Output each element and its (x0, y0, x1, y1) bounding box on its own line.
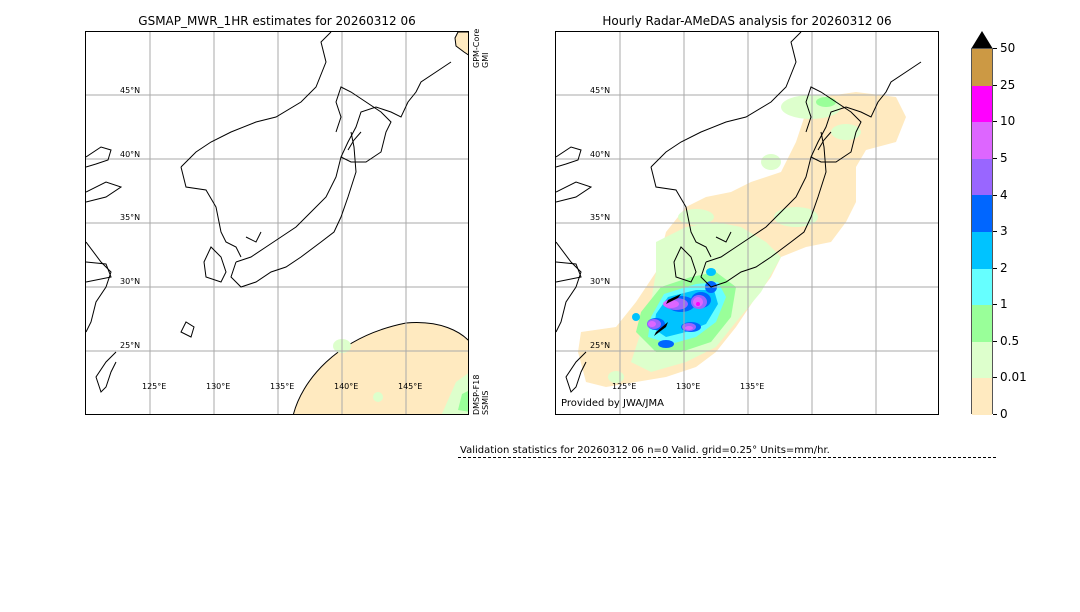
colorbar-extend-arrow (971, 31, 993, 49)
colorbar-tick-5: 5 (993, 151, 1008, 165)
right-map-title: Hourly Radar-AMeDAS analysis for 2026031… (602, 14, 892, 28)
colorbar-tick-2: 2 (993, 261, 1008, 275)
sensor-label-dmsp: DMSP-F18 SSMIS (472, 375, 490, 415)
right-map-canvas (556, 32, 938, 414)
left-map-title: GSMAP_MWR_1HR estimates for 20260312 06 (138, 14, 416, 28)
validation-statistics: Validation statistics for 20260312 06 n=… (460, 445, 830, 456)
validation-divider (458, 457, 996, 458)
colorbar-tick-50: 50 (993, 41, 1015, 55)
sensor-label-gpm: GPM-Core GMI (472, 28, 490, 68)
left-map-canvas (86, 32, 468, 414)
sensor-dmsp-line1: DMSP-F18 (472, 374, 481, 415)
right-map-radar: 45°N 40°N 35°N 30°N 25°N 125°E 130°E 135… (555, 31, 939, 415)
data-credit: Provided by JWA/JMA (561, 398, 664, 409)
lat-label-45: 45°N (590, 86, 611, 95)
lat-label-30: 30°N (120, 277, 141, 286)
colorbar-seg-05-1 (972, 305, 992, 342)
colorbar-tick-1: 1 (993, 297, 1008, 311)
left-map-gsmap: 45°N 40°N 35°N 30°N 25°N 125°E 130°E 135… (85, 31, 469, 415)
lon-label-130: 130°E (206, 382, 231, 391)
colorbar-seg-2-3 (972, 232, 992, 269)
lon-label-130: 130°E (676, 382, 701, 391)
colorbar-tick-25: 25 (993, 78, 1015, 92)
lon-label-135: 135°E (740, 382, 765, 391)
lat-label-25: 25°N (590, 341, 611, 350)
colorbar-tick-4: 4 (993, 188, 1008, 202)
colorbar-seg-5-10 (972, 122, 992, 159)
sensor-dmsp-line2: SSMIS (481, 390, 490, 416)
sensor-gpm-line1: GPM-Core (472, 28, 481, 68)
lon-label-125: 125°E (612, 382, 637, 391)
lat-label-40: 40°N (590, 150, 611, 159)
lon-label-135: 135°E (270, 382, 295, 391)
colorbar-seg-25-50 (972, 49, 992, 86)
colorbar-tick-0.01: 0.01 (993, 370, 1027, 384)
colorbar-seg-10-25 (972, 85, 992, 123)
colorbar-seg-4-5 (972, 158, 992, 196)
colorbar-tick-0: 0 (993, 407, 1008, 421)
sensor-gpm-line2: GMI (481, 52, 490, 68)
lat-label-35: 35°N (120, 213, 141, 222)
ssmis-swath (293, 322, 468, 414)
lat-label-40: 40°N (120, 150, 141, 159)
lon-label-140: 140°E (334, 382, 359, 391)
colorbar-seg-001-05 (972, 341, 992, 379)
colorbar (971, 48, 993, 415)
lat-label-45: 45°N (120, 86, 141, 95)
lat-label-35: 35°N (590, 213, 611, 222)
colorbar-seg-1-2 (972, 268, 992, 306)
colorbar-seg-0-001 (972, 378, 992, 415)
lat-label-25: 25°N (120, 341, 141, 350)
lat-label-30: 30°N (590, 277, 611, 286)
lon-label-125: 125°E (142, 382, 167, 391)
lon-label-145: 145°E (398, 382, 423, 391)
colorbar-tick-0.5: 0.5 (993, 334, 1019, 348)
colorbar-tick-10: 10 (993, 114, 1015, 128)
gmi-swath (454, 32, 468, 56)
colorbar-seg-3-4 (972, 195, 992, 232)
colorbar-tick-3: 3 (993, 224, 1008, 238)
